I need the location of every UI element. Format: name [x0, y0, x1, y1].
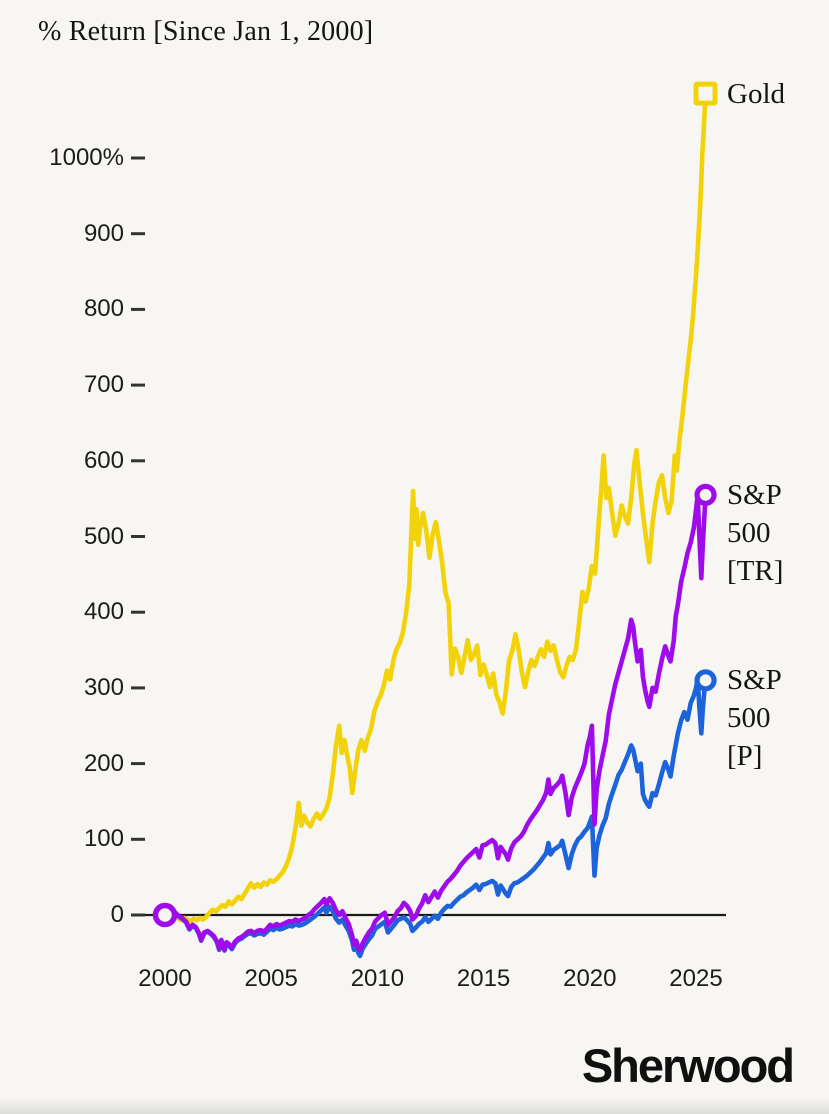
x-axis-tick-label: 2010: [350, 965, 405, 992]
bottom-fade-strip: [0, 1098, 829, 1114]
y-axis-tick-label: 600: [83, 446, 124, 474]
legend-label-line: [P]: [727, 740, 763, 773]
legend-label-line: [TR]: [727, 554, 784, 587]
x-axis-tick-label: 2015: [456, 965, 511, 992]
x-axis-tick-label: 2005: [244, 965, 298, 992]
sp500-tr-line: [162, 492, 708, 953]
chart-title: % Return [Since Jan 1, 2000]: [38, 16, 374, 47]
y-axis-tick-label: 1000%: [49, 144, 124, 171]
y-axis-tick-label: 100: [83, 825, 124, 853]
sp500-p-end-marker: [694, 669, 717, 692]
legend-label-line: S&P: [727, 478, 782, 511]
x-axis-tick-label: 2025: [669, 965, 723, 992]
y-axis-tick-label: 700: [83, 371, 124, 399]
y-axis-tick-label: 800: [83, 295, 124, 323]
brand-wordmark: Sherwood: [581, 1039, 795, 1092]
gold-line: [162, 91, 708, 924]
legend-label-line: S&P: [727, 664, 782, 697]
gold-legend-label: Gold: [727, 75, 785, 113]
y-axis-tick-label: 300: [83, 673, 124, 701]
y-axis-tick-label: 200: [83, 749, 124, 777]
y-axis-tick-label: 500: [83, 522, 124, 550]
x-axis-tick-label: 2020: [563, 965, 617, 992]
y-axis-tick-label: 400: [83, 598, 124, 626]
y-axis-tick-label: 0: [110, 901, 124, 928]
gold-end-marker: [693, 81, 718, 106]
legend-label-line: 500: [727, 516, 771, 549]
y-axis-tick-label: 900: [83, 219, 124, 247]
sp500-p-legend-label: S&P 500 [P]: [727, 661, 782, 775]
sp500-tr-legend-label: S&P 500 [TR]: [727, 476, 783, 590]
sp500-tr-end-marker: [694, 483, 717, 506]
series-start-marker: [152, 902, 178, 928]
legend-label-line: Gold: [727, 77, 785, 110]
legend-label-line: 500: [727, 702, 771, 735]
x-axis-tick-label: 2000: [138, 965, 192, 992]
